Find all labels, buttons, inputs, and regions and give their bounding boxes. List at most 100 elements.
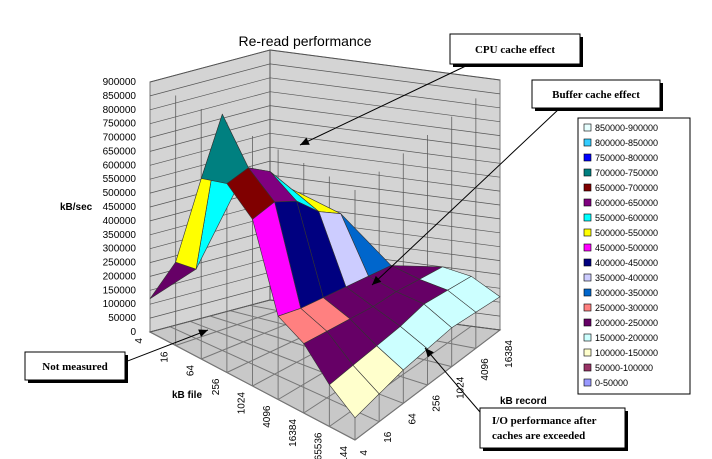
z-axis-label: kB/sec: [60, 202, 93, 213]
floor-line: [169, 326, 380, 423]
grid-line: [149, 146, 501, 180]
legend-swatch: [583, 273, 592, 282]
z-tick-label: 300000: [103, 244, 137, 255]
legend-swatch: [583, 213, 592, 222]
legend-swatch: [583, 288, 592, 297]
z-tick-label: 400000: [103, 216, 137, 227]
z-tick-label: 800000: [103, 105, 137, 116]
annotation-arrow: [299, 63, 471, 146]
z-tick-label: 700000: [103, 133, 137, 144]
legend-label: 300000-350000: [595, 288, 658, 298]
legend-box: [577, 117, 691, 395]
x-tick-label: 4096: [262, 405, 273, 428]
legend-label: 150000-200000: [595, 333, 658, 343]
legend-label: 350000-400000: [595, 273, 658, 283]
annotation-text: Not measured: [42, 361, 107, 373]
floor-line: [149, 331, 356, 441]
x-tick-label: 64: [185, 365, 196, 377]
annotation-box: [479, 407, 626, 449]
legend-label: 750000-800000: [595, 153, 658, 163]
z-tick-label: 500000: [103, 188, 137, 199]
z-tick-label: 650000: [103, 146, 137, 157]
z-tick-label: 750000: [103, 119, 137, 130]
grid-line: [149, 49, 501, 83]
legend-label: 50000-100000: [595, 363, 653, 373]
y-tick-label: 256: [432, 395, 443, 412]
legend-swatch: [583, 198, 592, 207]
legend-swatch: [583, 348, 592, 357]
x-tick-label: 65536: [313, 432, 324, 459]
y-tick-label: 1024: [456, 376, 467, 399]
arrow-head: [300, 137, 310, 145]
z-tick-label: 100000: [103, 299, 137, 310]
legend-label: 0-50000: [595, 378, 628, 388]
z-tick-label: 0: [130, 327, 136, 338]
y-tick-label: 16: [383, 431, 394, 443]
z-tick-label: 850000: [103, 91, 137, 102]
x-tick-label: 4: [134, 338, 145, 344]
legend-label: 400000-450000: [595, 258, 658, 268]
legend-swatch: [583, 378, 592, 387]
grid-line: [149, 105, 501, 138]
grid-line: [149, 91, 501, 125]
legend-swatch: [583, 123, 592, 132]
y-tick-label: 4: [359, 450, 370, 456]
legend-label: 250000-300000: [595, 303, 658, 313]
annotation-text: CPU cache effect: [475, 44, 555, 56]
legend-label: 800000-850000: [595, 138, 658, 148]
legend-swatch: [583, 168, 592, 177]
legend-label: 100000-150000: [595, 348, 658, 358]
z-tick-label: 900000: [103, 77, 137, 88]
z-tick-label: 50000: [108, 313, 136, 324]
chart-title: Re-read performance: [238, 33, 371, 49]
legend-label: 200000-250000: [595, 318, 658, 328]
legend-swatch: [583, 228, 592, 237]
annotation-arrow: [124, 329, 209, 363]
x-axis-label: kB file: [172, 390, 202, 401]
grid-line: [149, 132, 501, 166]
annotation-text: I/O performance after: [492, 415, 597, 427]
legend-swatch: [583, 243, 592, 252]
legend-swatch: [583, 138, 592, 147]
z-tick-label: 450000: [103, 202, 137, 213]
y-tick-label: 4096: [480, 358, 491, 381]
annotation-box: [531, 79, 661, 109]
annotation-text: Buffer cache effect: [552, 89, 640, 101]
z-tick-label: 350000: [103, 230, 137, 241]
grid-line: [149, 77, 501, 111]
legend-label: 550000-600000: [595, 213, 658, 223]
annotation-arrow: [371, 107, 561, 286]
legend-swatch: [583, 363, 592, 372]
legend-swatch: [583, 258, 592, 267]
legend-swatch: [583, 333, 592, 342]
legend-swatch: [583, 183, 592, 192]
legend-swatch: [583, 318, 592, 327]
annotations: CPU cache effect Buffer cache effect Not m…: [24, 33, 663, 451]
z-tick-label: 150000: [103, 285, 137, 296]
x-tick-label: 16384: [288, 419, 299, 447]
grid-line: [149, 160, 501, 194]
surface: [149, 113, 501, 419]
legend-label: 500000-550000: [595, 228, 658, 238]
legend-label: 850000-900000: [595, 123, 658, 133]
legend-swatch: [583, 153, 592, 162]
arrow-head: [425, 348, 434, 358]
surface-cell: [328, 364, 380, 419]
legend-label: 700000-750000: [595, 168, 658, 178]
legend-label: 450000-500000: [595, 243, 658, 253]
z-tick-label: 250000: [103, 258, 137, 269]
y-tick-label: 16384: [504, 340, 515, 368]
legend-label: 650000-700000: [595, 183, 658, 193]
z-tick-label: 200000: [103, 271, 137, 282]
arrow-head: [372, 275, 382, 285]
x-tick-label: 262144: [339, 446, 350, 459]
y-axis-label: kB record: [500, 396, 547, 407]
legend: 850000-900000 800000-850000 750000-800000 7…: [577, 117, 691, 395]
axes: 0 50000 100000 150000 200000 250000 300000 3500…: [103, 77, 515, 459]
grid-line: [149, 119, 501, 152]
arrow-head: [198, 329, 208, 337]
z-tick-label: 600000: [103, 160, 137, 171]
annotation-box: [449, 33, 581, 65]
legend-swatch: [583, 303, 592, 312]
